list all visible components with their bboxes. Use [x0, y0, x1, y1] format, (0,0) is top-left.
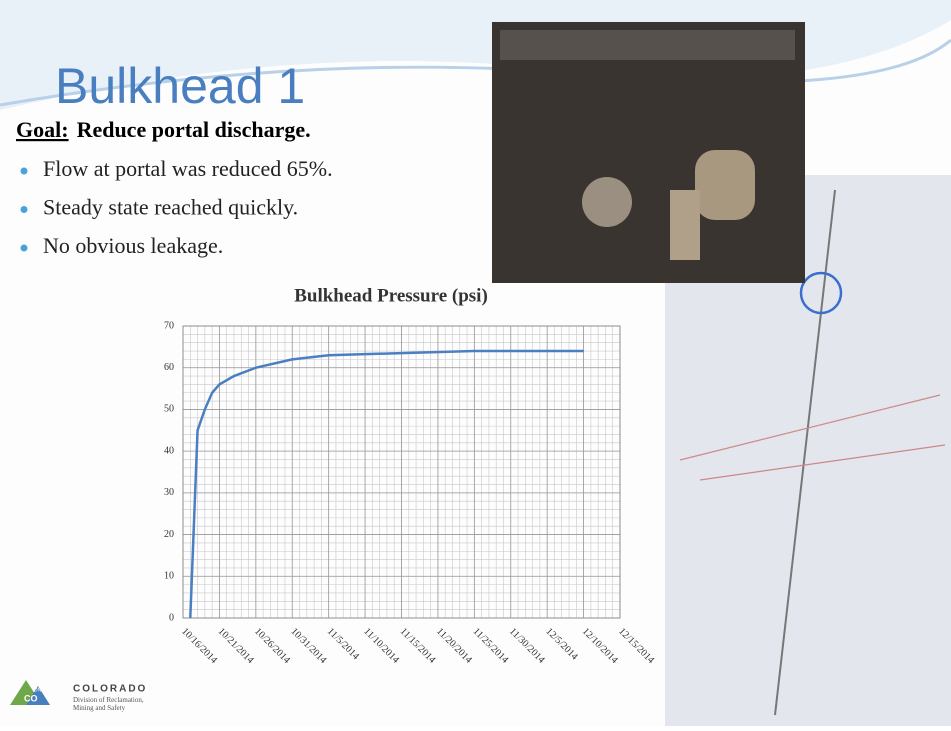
photo-pipe [670, 190, 700, 260]
goal: Goal: Reduce portal discharge. [16, 117, 311, 142]
logo-division-box: Division of Reclamation, Mining and Safe… [73, 696, 153, 720]
goal-text: Reduce portal discharge. [77, 117, 311, 142]
y-tick-label: 20 [164, 529, 174, 540]
y-tick-label: 40 [164, 445, 174, 456]
goal-label: Goal: [16, 117, 69, 142]
bullet-dot [21, 206, 28, 213]
bullet: No obvious leakage. [43, 233, 223, 258]
bullet: Steady state reached quickly. [43, 195, 298, 220]
page: Bulkhead 1 Goal: Reduce portal discharge.… [0, 0, 951, 726]
logo-division: Division of Reclamation, Mining and Safe… [73, 696, 153, 712]
y-tick-label: 60 [164, 362, 174, 373]
logo-badge: CO [24, 693, 38, 703]
y-tick-label: 50 [164, 404, 174, 415]
photo-pipe [695, 150, 755, 220]
bullet-dot [21, 245, 28, 252]
y-tick-label: 0 [169, 612, 174, 623]
y-tick-label: 10 [164, 571, 174, 582]
logo-agency: DNR [34, 687, 45, 693]
photo-pipe [582, 177, 632, 227]
y-tick-label: 70 [164, 320, 174, 331]
slide-title: Bulkhead 1 [55, 58, 305, 114]
photo-detail [500, 30, 795, 60]
logo-state: COLORADO [73, 684, 147, 695]
bullet: Flow at portal was reduced 65%. [43, 156, 333, 181]
y-tick-label: 30 [164, 487, 174, 498]
slide: Bulkhead 1 Goal: Reduce portal discharge.… [0, 0, 951, 726]
bullet-dot [21, 168, 28, 175]
chart-title: Bulkhead Pressure (psi) [294, 285, 488, 306]
bulkhead-photo [492, 22, 805, 283]
